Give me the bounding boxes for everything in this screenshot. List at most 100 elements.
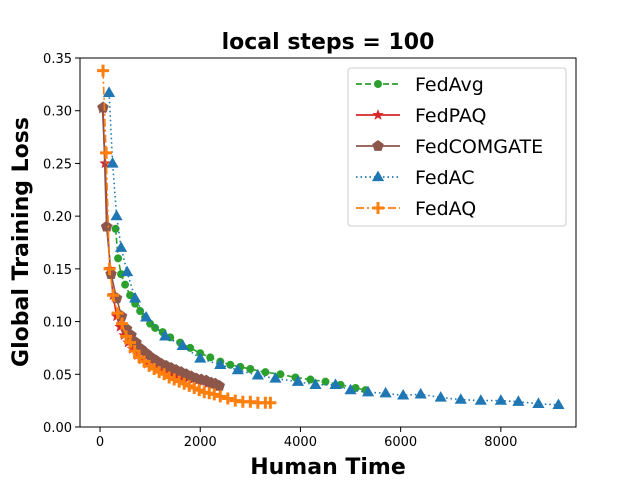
legend-label-fedpaq: FedPAQ [415,105,487,127]
data-point-fedcomgate [213,379,225,391]
x-tick-label: 8000 [484,435,517,450]
data-point-fedpaq [141,357,154,369]
series-line-fedac [108,92,559,406]
x-tick-label: 6000 [384,435,417,450]
data-point-fedac [106,157,119,168]
legend-item-fedavg: FedAvg [356,74,484,96]
data-point-fedac [474,394,487,405]
legend-marker-fedaq [372,202,384,214]
x-axis: 0 2000 4000 6000 8000 [96,427,517,450]
data-point-fedac [269,372,282,383]
data-point-fedac [129,291,142,303]
data-point-fedaq [124,336,137,349]
y-tick-label: 0.20 [43,210,72,225]
data-point-fedac [102,86,116,97]
data-point-fedac [379,386,392,398]
data-point-fedaq [128,345,141,358]
data-point-fedac [329,378,342,389]
data-point-fedavg [306,375,315,384]
legend-box [347,67,567,227]
data-point-fedaq [208,388,221,401]
legend-item-fedpaq: FedPAQ [356,105,487,127]
legend-marker-fedcomgate [372,140,384,151]
x-tick-label: 2000 [184,435,217,450]
y-tick-label: 0.05 [43,368,72,383]
data-point-fedaq [100,146,113,159]
data-point-fedpaq [136,353,149,365]
data-point-fedac [309,378,322,389]
plot-area [96,64,565,410]
data-point-fedac [214,358,227,369]
data-point-fedac [552,398,565,410]
data-point-fedcomgate [100,220,113,232]
data-point-fedavg [111,224,120,233]
data-point-fedac [140,310,153,322]
y-tick-label: 0.15 [43,263,72,278]
data-point-fedaq [116,317,129,330]
data-point-fedac [454,393,467,404]
legend-marker-fedac [371,170,385,182]
legend-label-fedcomgate: FedCOMGATE [415,136,543,158]
data-point-fedac [176,339,189,350]
series-fedpaq [96,102,224,391]
data-point-fedavg [206,353,215,362]
data-point-fedavg [261,368,270,377]
legend-label-fedac: FedAC [415,167,475,189]
data-point-fedaq [120,330,133,343]
legend-item-fedac: FedAC [356,167,475,189]
data-point-fedaq [107,289,120,302]
data-point-fedavg [276,370,285,379]
data-point-fedac [532,397,545,408]
x-tick-label: 0 [96,435,104,450]
x-tick-label: 4000 [284,435,317,450]
data-point-fedac [362,385,375,397]
data-point-fedac [251,368,264,380]
series-line-fedaq [102,70,271,404]
data-point-fedac [397,388,410,400]
legend-marker-fedpaq [372,109,384,120]
legend: FedAvg FedPAQ FedCOMGATE FedAC FedAQ [347,67,567,227]
data-point-fedpaq [118,329,130,341]
series-fedcomgate [97,101,225,391]
legend-item-fedcomgate: FedCOMGATE [356,136,543,158]
data-point-fedac [434,391,447,402]
y-axis-title: Global Training Loss [9,117,34,367]
data-point-fedac [512,395,525,406]
data-point-fedavg [114,254,123,263]
data-point-fedpaq [126,342,139,354]
data-point-fedac [291,375,305,386]
data-point-fedaq [97,64,110,77]
y-axis: 0.00 0.05 0.10 0.15 0.20 0.25 0.30 0.35 [43,52,80,436]
series-fedac [102,86,565,410]
x-axis-title: Human Time [250,455,406,480]
data-point-fedcomgate [97,101,109,113]
y-tick-label: 0.30 [43,105,72,120]
data-point-fedac [344,383,357,395]
data-point-fedavg [136,307,145,316]
data-point-fedac [159,329,172,341]
legend-item-fedaq: FedAQ [356,198,476,220]
data-point-fedac [115,241,128,252]
data-point-fedac [414,387,427,399]
data-point-fedavg [151,323,160,332]
y-tick-label: 0.35 [43,52,72,67]
data-point-fedpaq [114,320,126,332]
data-point-fedac [194,352,207,363]
y-tick-label: 0.25 [43,157,72,172]
legend-label-fedaq: FedAQ [415,198,476,220]
chart-title: local steps = 100 [222,30,435,55]
data-point-fedac [110,209,123,221]
data-point-fedavg [226,360,235,369]
data-point-fedac [494,394,507,405]
legend-label-fedavg: FedAvg [415,74,484,96]
plot-frame [79,57,577,428]
data-point-fedavg [246,365,255,374]
data-point-fedavg [321,377,330,386]
y-tick-label: 0.00 [43,421,72,436]
y-tick-label: 0.10 [43,316,72,331]
data-point-fedac [231,363,244,375]
data-point-fedaq [214,390,227,403]
data-point-fedaq [264,396,277,409]
data-point-fedaq [103,262,116,275]
data-point-fedac [121,265,134,277]
